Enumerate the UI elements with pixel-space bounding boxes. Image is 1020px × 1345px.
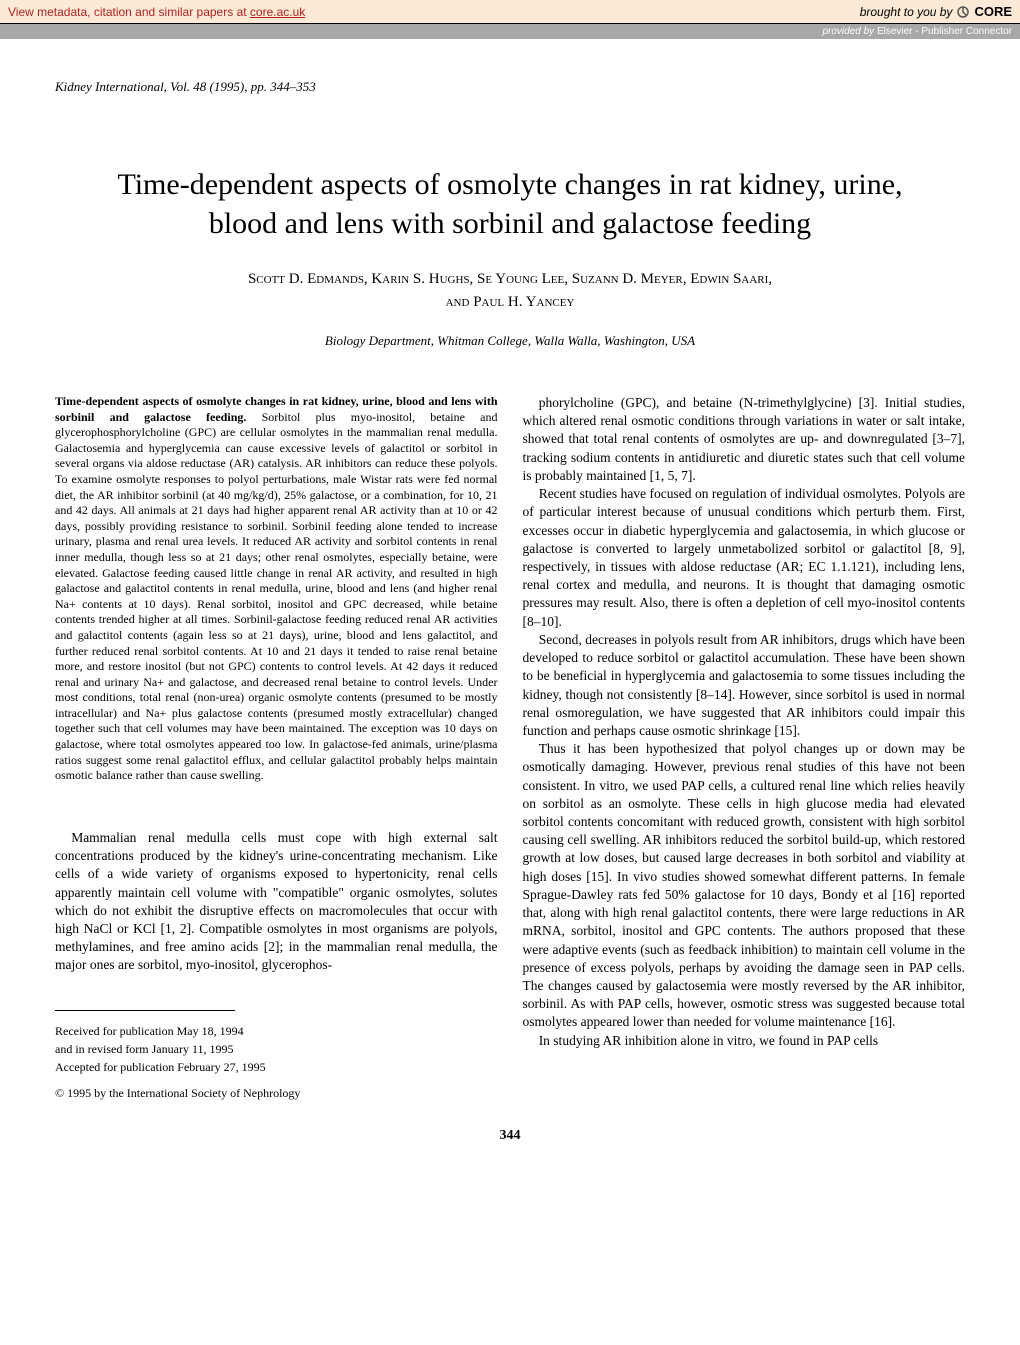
sub-banner-source: Elsevier - Publisher Connector <box>877 26 1012 37</box>
core-icon <box>956 5 970 19</box>
right-column: phorylcholine (GPC), and betaine (N-trim… <box>523 394 966 1103</box>
two-column-body: Time-dependent aspects of osmolyte chang… <box>55 394 965 1103</box>
right-para-1: phorylcholine (GPC), and betaine (N-trim… <box>523 394 966 485</box>
authors: Scott D. Edmands, Karin S. Hughs, Se You… <box>55 268 965 313</box>
banner-left-text: View metadata, citation and similar pape… <box>8 5 250 19</box>
footnote-received: Received for publication May 18, 1994 <box>55 1023 498 1039</box>
footnote-copyright: © 1995 by the International Society of N… <box>55 1085 498 1101</box>
abstract-body: Sorbitol plus myo-inositol, betaine and … <box>55 410 498 783</box>
footnote-accepted: Accepted for publication February 27, 19… <box>55 1059 498 1075</box>
authors-line-2: and Paul H. Yancey <box>446 294 575 310</box>
core-banner: View metadata, citation and similar pape… <box>0 0 1020 24</box>
sub-banner: provided by Elsevier - Publisher Connect… <box>0 24 1020 39</box>
footnotes: Received for publication May 18, 1994 an… <box>55 1023 498 1102</box>
page-content: Kidney International, Vol. 48 (1995), pp… <box>0 39 1020 1174</box>
abstract: Time-dependent aspects of osmolyte chang… <box>55 394 498 784</box>
footnote-rule <box>55 1010 235 1011</box>
title-line-1: Time-dependent aspects of osmolyte chang… <box>117 168 902 201</box>
intro-paragraph: Mammalian renal medulla cells must cope … <box>55 829 498 975</box>
core-link[interactable]: core.ac.uk <box>250 5 305 19</box>
page-number: 344 <box>55 1128 965 1144</box>
right-para-4: Thus it has been hypothesized that polyo… <box>523 740 966 1032</box>
banner-left: View metadata, citation and similar pape… <box>8 5 305 19</box>
core-logo: CORE <box>974 4 1012 19</box>
authors-line-1: Scott D. Edmands, Karin S. Hughs, Se You… <box>248 271 772 287</box>
right-para-3: Second, decreases in polyols result from… <box>523 631 966 740</box>
right-para-5: In studying AR inhibition alone in vitro… <box>523 1032 966 1050</box>
title-line-2: blood and lens with sorbinil and galacto… <box>209 207 811 240</box>
footnote-revised: and in revised form January 11, 1995 <box>55 1041 498 1057</box>
affiliation: Biology Department, Whitman College, Wal… <box>55 333 965 349</box>
article-title: Time-dependent aspects of osmolyte chang… <box>55 165 965 243</box>
sub-banner-prefix: provided by <box>822 26 876 37</box>
banner-right-prefix: brought to you by <box>860 5 953 19</box>
right-para-2: Recent studies have focused on regulatio… <box>523 485 966 631</box>
left-column: Time-dependent aspects of osmolyte chang… <box>55 394 498 1103</box>
journal-reference: Kidney International, Vol. 48 (1995), pp… <box>55 79 965 95</box>
banner-right: brought to you by CORE <box>860 4 1012 19</box>
